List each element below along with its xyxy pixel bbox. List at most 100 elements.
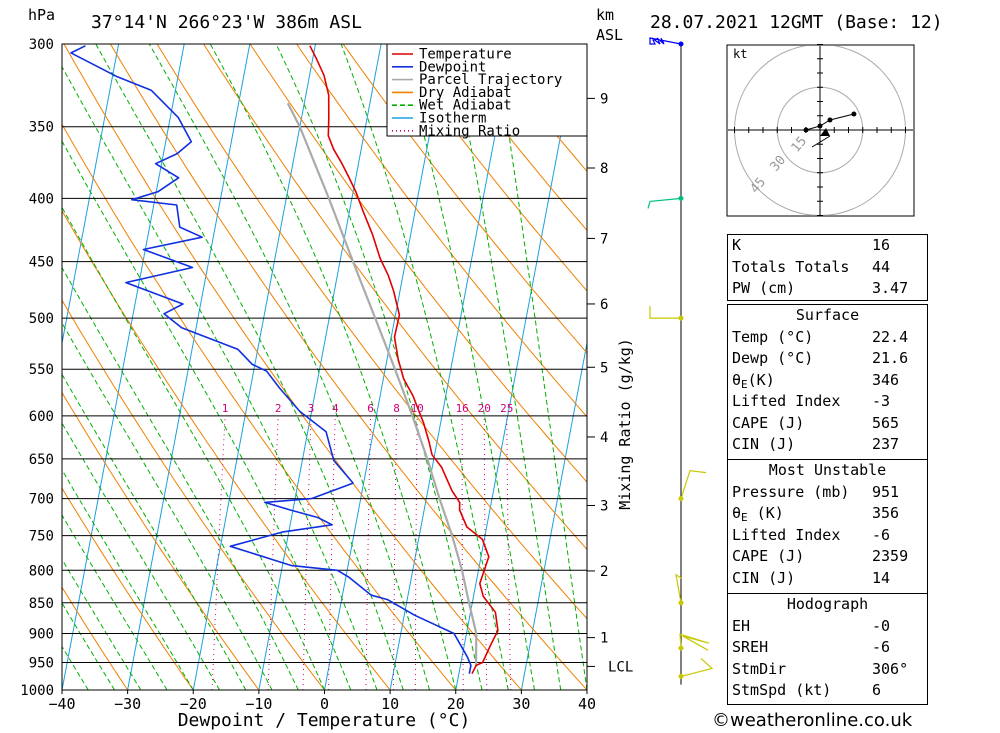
info-row-key: CAPE (J): [732, 547, 805, 565]
wet-adiabat-line: [62, 140, 352, 690]
hodograph-point: [827, 117, 833, 123]
date-title: 28.07.2021 12GMT (Base: 12): [650, 12, 943, 33]
mixing-ratio-line: [267, 415, 279, 690]
isotherm-line: [62, 44, 120, 346]
pressure-tick-label: 950: [29, 656, 54, 672]
hodograph-point: [803, 127, 809, 133]
wet-adiabat-line: [62, 602, 115, 690]
units-asl: ASL: [596, 26, 623, 44]
hodograph-point: [817, 123, 823, 129]
wind-barb-dot: [678, 41, 684, 47]
km-tick-label: 1: [600, 631, 608, 647]
pressure-tick-label: 550: [29, 362, 54, 378]
mixing-ratio-label: 3: [308, 402, 315, 415]
isotherm-line: [520, 340, 587, 690]
temperature-line: [309, 45, 499, 675]
wind-profile: [647, 37, 714, 685]
legend-item-label: Dry Adiabat: [419, 85, 512, 101]
info-row-key: EH: [732, 616, 751, 635]
pressure-tick-label: 300: [29, 37, 54, 53]
legend-item-label: Parcel Trajectory: [419, 72, 562, 88]
info-row-key: SREH: [732, 638, 769, 656]
info-row: StmSpd (kt) 6: [728, 680, 927, 702]
info-row: θE (K) 356: [728, 503, 927, 525]
pressure-tick-label: 700: [29, 492, 54, 508]
mixing-ratio-line: [393, 415, 397, 690]
axes: 1 2 3 4 6 8 10 16 20 2530035040045050055060065070…: [20, 37, 633, 713]
dry-adiabat-line: [994, 44, 1000, 690]
info-row: EH -0: [728, 616, 927, 638]
indices-box: K 16 Totals Totals 44 PW (cm) 3.47: [727, 234, 928, 301]
wind-barb-dot: [678, 645, 684, 651]
pressure-tick-label: 400: [29, 191, 54, 207]
legend-item-label: Mixing Ratio: [419, 123, 520, 139]
legend-item-label: Temperature: [419, 47, 512, 63]
temp-tick-label: −20: [180, 695, 207, 713]
info-row: θE(K) 346: [728, 370, 927, 392]
isotherm-line: [62, 44, 185, 690]
hodograph-unit: kt: [733, 47, 747, 61]
temp-tick-label: 20: [447, 695, 465, 713]
info-row-key: Lifted Index: [732, 525, 841, 544]
pressure-tick-label: 1000: [20, 683, 54, 699]
wet-adiabat-line: [275, 44, 483, 690]
info-row-key: K: [732, 236, 742, 254]
dry-adiabat-line: [62, 487, 194, 690]
hodograph-trace: [805, 113, 855, 131]
km-tick-label: 5: [600, 360, 608, 376]
isotherm-line: [192, 44, 316, 690]
surface-title: Surface: [795, 306, 860, 324]
info-row-key: Totals Totals: [732, 257, 850, 276]
dry-adiabat-line: [342, 44, 587, 354]
info-row-key: CIN (J): [732, 435, 796, 453]
wind-barb: [680, 469, 707, 499]
wind-barb-dot: [678, 600, 684, 606]
info-row-value: 16: [872, 236, 891, 254]
wet-adiabat-line: [494, 44, 587, 690]
info-row: CIN (J) 237: [728, 434, 927, 456]
profile-lines: [70, 45, 499, 675]
legend-item-label: Isotherm: [419, 111, 486, 127]
info-row: K 16: [728, 235, 927, 257]
legend-frame: [386, 43, 588, 137]
info-row-key: θE(K): [732, 370, 775, 391]
info-row-value: 6: [872, 681, 882, 699]
storm-motion-line: [811, 135, 831, 148]
dry-adiabat-line: [948, 44, 1000, 690]
dry-adiabat-line: [389, 44, 587, 292]
info-row-value: 22.4: [872, 327, 909, 346]
km-tick-label: 6: [600, 297, 608, 313]
info-row-key: StmSpd (kt): [732, 681, 832, 699]
wind-barb: [649, 37, 682, 45]
wind-barb-dot: [678, 195, 684, 201]
isotherm-line: [324, 44, 448, 690]
hodograph-box: Hodograph EH -0 SREH -6 StmDir 306° StmSpd (kt…: [727, 593, 928, 705]
info-row: CAPE (J) 2359: [728, 546, 927, 568]
mixing-ratio-label: 1: [222, 402, 229, 415]
most-unstable-title: Most Unstable: [768, 461, 887, 479]
info-row: Dewp (°C) 21.6: [728, 348, 927, 370]
temp-tick-label: −30: [114, 695, 141, 713]
info-row: Lifted Index -3: [728, 391, 927, 413]
wind-barb: [679, 633, 710, 651]
info-row: CAPE (J) 565: [728, 413, 927, 435]
info-row-value: 14: [872, 568, 891, 587]
info-row-value: 2359: [872, 547, 909, 565]
info-row-key: Lifted Index: [732, 392, 841, 410]
diagram-grid: [62, 44, 1000, 690]
info-row: StmDir 306°: [728, 659, 927, 681]
dry-adiabat-line: [296, 44, 587, 418]
pressure-tick-label: 900: [29, 627, 54, 643]
info-row-value: -6: [872, 638, 891, 656]
info-row-value: -6: [872, 525, 891, 544]
credit-text: ©weatheronline.co.uk: [712, 710, 913, 731]
mixing-ratio-axis-title: Mixing Ratio (g/kg): [616, 338, 634, 510]
mixing-ratio-label: 6: [367, 402, 374, 415]
pressure-tick-label: 450: [29, 255, 54, 271]
wet-adiabat-line: [209, 44, 457, 690]
pressure-tick-label: 600: [29, 409, 54, 425]
units-hpa: hPa: [28, 6, 55, 24]
isotherm-line: [455, 44, 579, 690]
